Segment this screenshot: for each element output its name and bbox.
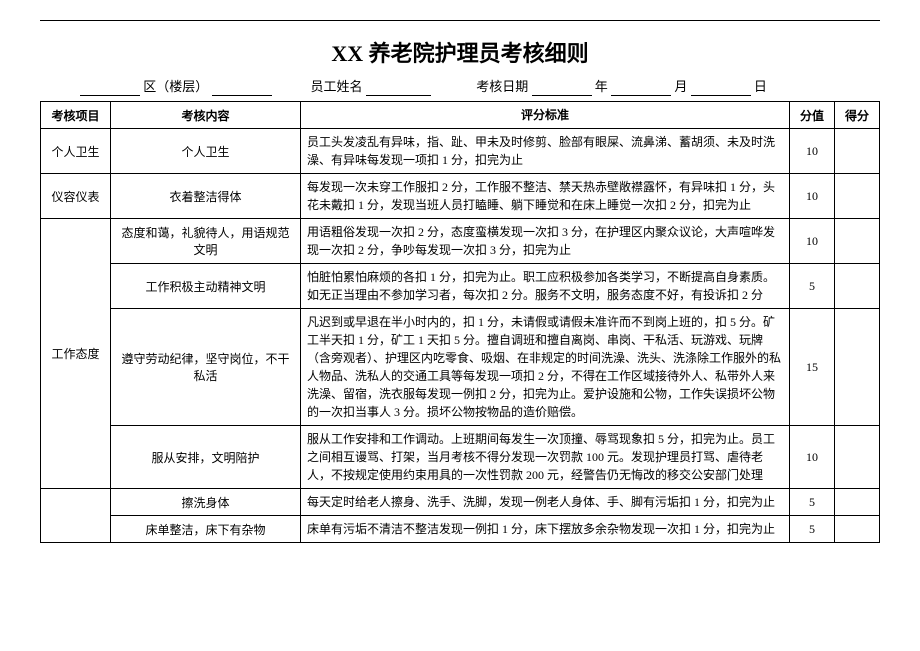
cell-criteria: 用语粗俗发现一次扣 2 分，态度蛮横发现一次扣 3 分，在护理区内聚众议论，大声… — [301, 219, 790, 264]
col-criteria-header: 评分标准 — [301, 102, 790, 129]
cell-project: 个人卫生 — [41, 129, 111, 174]
cell-content: 衣着整洁得体 — [111, 174, 301, 219]
cell-score: 10 — [790, 129, 835, 174]
table-row: 个人卫生个人卫生员工头发凌乱有异味，指、趾、甲未及时修剪、脸部有眼屎、流鼻涕、蓄… — [41, 129, 880, 174]
cell-got — [835, 219, 880, 264]
cell-criteria: 凡迟到或早退在半小时内的，扣 1 分，未请假或请假未准许而不到岗上班的，扣 5 … — [301, 309, 790, 426]
cell-content: 工作积极主动精神文明 — [111, 264, 301, 309]
cell-criteria: 每发现一次未穿工作服扣 2 分，工作服不整洁、禁天热赤壁敞襟露怀，有异味扣 1 … — [301, 174, 790, 219]
cell-got — [835, 309, 880, 426]
cell-project: 工作态度 — [41, 219, 111, 489]
cell-content: 态度和蔼，礼貌待人，用语规范文明 — [111, 219, 301, 264]
cell-score: 5 — [790, 516, 835, 543]
cell-content: 擦洗身体 — [111, 489, 301, 516]
cell-criteria: 怕脏怕累怕麻烦的各扣 1 分，扣完为止。职工应积极参加各类学习，不断提高自身素质… — [301, 264, 790, 309]
cell-content: 床单整洁，床下有杂物 — [111, 516, 301, 543]
document-title: XX 养老院护理员考核细则 — [40, 36, 880, 68]
cell-criteria: 每天定时给老人擦身、洗手、洗脚，发现一例老人身体、手、脚有污垢扣 1 分，扣完为… — [301, 489, 790, 516]
cell-got — [835, 264, 880, 309]
cell-score: 5 — [790, 489, 835, 516]
cell-got — [835, 489, 880, 516]
cell-got — [835, 174, 880, 219]
table-row: 擦洗身体每天定时给老人擦身、洗手、洗脚，发现一例老人身体、手、脚有污垢扣 1 分… — [41, 489, 880, 516]
cell-criteria: 床单有污垢不清洁不整洁发现一例扣 1 分，床下摆放多余杂物发现一次扣 1 分，扣… — [301, 516, 790, 543]
area-blank — [80, 79, 140, 96]
area-blank2 — [212, 79, 272, 96]
cell-got — [835, 129, 880, 174]
cell-content: 遵守劳动纪律，坚守岗位，不干私活 — [111, 309, 301, 426]
cell-content: 个人卫生 — [111, 129, 301, 174]
cell-score: 10 — [790, 174, 835, 219]
cell-criteria: 员工头发凌乱有异味，指、趾、甲未及时修剪、脸部有眼屎、流鼻涕、蓄胡须、未及时洗澡… — [301, 129, 790, 174]
name-blank — [366, 79, 431, 96]
month-blank — [611, 79, 671, 96]
cell-project — [41, 489, 111, 543]
cell-score: 5 — [790, 264, 835, 309]
cell-content: 服从安排，文明陪护 — [111, 426, 301, 489]
col-content-header: 考核内容 — [111, 102, 301, 129]
table-row: 仪容仪表衣着整洁得体每发现一次未穿工作服扣 2 分，工作服不整洁、禁天热赤壁敞襟… — [41, 174, 880, 219]
top-divider — [40, 20, 880, 21]
cell-project: 仪容仪表 — [41, 174, 111, 219]
col-score-header: 分值 — [790, 102, 835, 129]
name-label: 员工姓名 — [311, 79, 363, 94]
header-info-line: 区（楼层） 员工姓名 考核日期 年 月 日 — [40, 76, 880, 96]
table-row: 工作态度态度和蔼，礼貌待人，用语规范文明用语粗俗发现一次扣 2 分，态度蛮横发现… — [41, 219, 880, 264]
table-row: 服从安排，文明陪护服从工作安排和工作调动。上班期间每发生一次顶撞、辱骂现象扣 5… — [41, 426, 880, 489]
year-blank — [532, 79, 592, 96]
assessment-table: 考核项目 考核内容 评分标准 分值 得分 个人卫生个人卫生员工头发凌乱有异味，指… — [40, 101, 880, 543]
cell-score: 15 — [790, 309, 835, 426]
cell-got — [835, 426, 880, 489]
cell-score: 10 — [790, 426, 835, 489]
col-project-header: 考核项目 — [41, 102, 111, 129]
year-label: 年 — [595, 79, 608, 94]
cell-got — [835, 516, 880, 543]
day-blank — [691, 79, 751, 96]
table-row: 工作积极主动精神文明怕脏怕累怕麻烦的各扣 1 分，扣完为止。职工应积极参加各类学… — [41, 264, 880, 309]
table-header-row: 考核项目 考核内容 评分标准 分值 得分 — [41, 102, 880, 129]
cell-criteria: 服从工作安排和工作调动。上班期间每发生一次顶撞、辱骂现象扣 5 分，扣完为止。员… — [301, 426, 790, 489]
day-label: 日 — [754, 79, 767, 94]
table-row: 床单整洁，床下有杂物床单有污垢不清洁不整洁发现一例扣 1 分，床下摆放多余杂物发… — [41, 516, 880, 543]
area-label: 区（楼层） — [143, 79, 208, 94]
table-row: 遵守劳动纪律，坚守岗位，不干私活凡迟到或早退在半小时内的，扣 1 分，未请假或请… — [41, 309, 880, 426]
month-label: 月 — [674, 79, 687, 94]
date-label: 考核日期 — [476, 79, 528, 94]
cell-score: 10 — [790, 219, 835, 264]
col-got-header: 得分 — [835, 102, 880, 129]
